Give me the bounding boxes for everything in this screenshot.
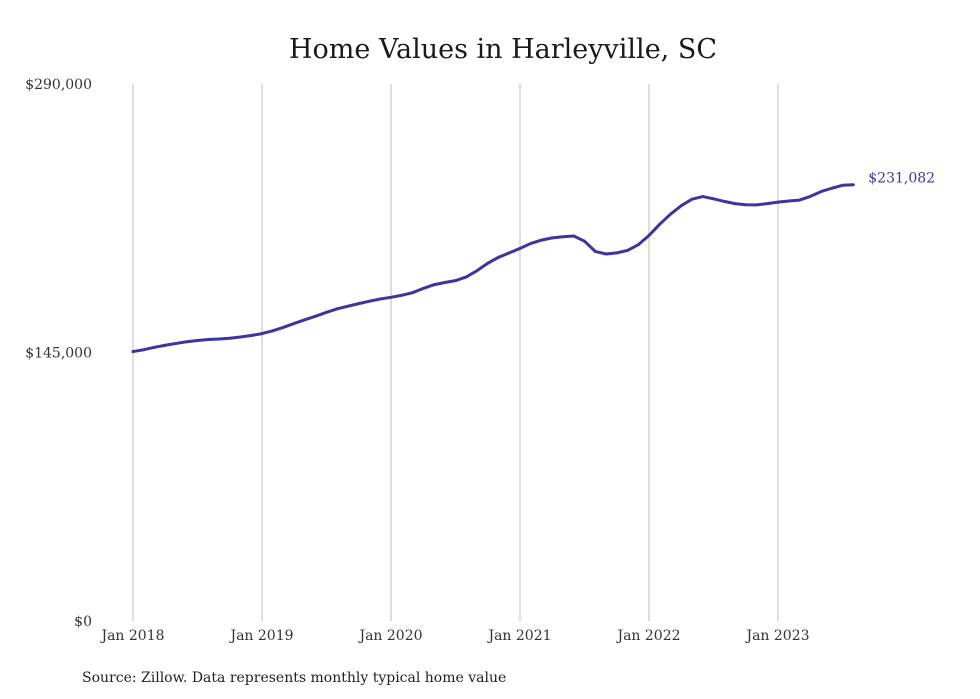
data-point [196, 339, 199, 342]
data-point [550, 236, 554, 240]
x-tick-label: Jan 2021 [486, 628, 551, 644]
data-point [206, 338, 210, 341]
data-point [765, 202, 769, 206]
data-point [701, 195, 705, 198]
data-point [239, 335, 242, 339]
data-point [271, 329, 275, 333]
data-point [851, 183, 855, 187]
data-point [615, 251, 619, 255]
data-point [228, 336, 232, 340]
data-point [411, 291, 414, 295]
end-value-label: $231,082 [868, 171, 935, 187]
series-points [131, 183, 855, 353]
data-point [679, 204, 683, 208]
series-line [131, 183, 855, 354]
chart-title: Home Values in Harleyville, SC [289, 34, 717, 65]
data-point [690, 197, 694, 201]
data-point [142, 348, 146, 352]
data-point [776, 200, 780, 204]
data-point [669, 212, 672, 216]
x-tick-label: Jan 2020 [357, 628, 422, 644]
data-point [131, 350, 135, 353]
y-tick-label: $145,000 [25, 346, 92, 362]
data-point [303, 318, 307, 322]
data-point [249, 334, 253, 337]
data-point [497, 255, 500, 259]
data-point [314, 314, 318, 318]
data-point [174, 342, 178, 345]
data-point [658, 222, 662, 226]
data-point [636, 243, 640, 247]
data-point [841, 183, 844, 187]
x-tick-label: Jan 2023 [744, 628, 809, 644]
data-point [733, 202, 737, 206]
data-point [561, 235, 565, 239]
data-point [744, 203, 748, 207]
y-tick-label: $0 [74, 614, 92, 630]
data-point [346, 304, 350, 308]
data-point [185, 340, 189, 344]
data-point [755, 203, 758, 207]
data-point [830, 186, 834, 190]
x-tick-label: Jan 2022 [615, 628, 680, 644]
data-point [153, 345, 156, 349]
data-point [378, 297, 382, 301]
data-point [389, 295, 393, 299]
data-point [292, 322, 296, 325]
data-point [722, 200, 726, 203]
data-point [400, 293, 404, 297]
data-point [593, 250, 597, 253]
data-point [626, 249, 629, 252]
data-point [529, 242, 533, 245]
data-point [432, 283, 436, 287]
data-point [808, 195, 812, 198]
data-point [282, 325, 285, 329]
grid-lines [132, 84, 779, 621]
data-point [819, 190, 823, 193]
data-point [507, 251, 511, 255]
data-point [163, 343, 167, 347]
data-point [712, 197, 715, 201]
data-point [475, 269, 479, 273]
data-point [518, 247, 522, 250]
data-point [368, 299, 371, 303]
data-point [583, 239, 586, 243]
data-point [357, 302, 361, 306]
x-tick-label: Jan 2018 [99, 628, 164, 644]
data-point [486, 261, 490, 265]
data-point [647, 234, 651, 237]
data-point [454, 279, 457, 283]
x-tick-label: Jan 2019 [228, 628, 293, 644]
data-point [421, 287, 425, 290]
data-point [604, 252, 608, 256]
data-point [787, 199, 791, 203]
data-point [217, 337, 221, 341]
y-tick-label: $290,000 [25, 77, 92, 93]
data-point [443, 281, 447, 284]
source-note: Source: Zillow. Data represents monthly … [82, 670, 506, 686]
data-point [464, 275, 468, 279]
data-point [798, 198, 801, 202]
x-axis-ticks: Jan 2018 Jan 2019 Jan 2020 Jan 2021 Jan 2022… [99, 628, 809, 644]
data-point [325, 310, 328, 314]
data-point [540, 238, 543, 242]
data-point [260, 332, 264, 336]
y-axis-ticks: $0 $145,000 $290,000 [25, 77, 92, 630]
data-point [335, 307, 339, 311]
data-point [572, 234, 576, 238]
